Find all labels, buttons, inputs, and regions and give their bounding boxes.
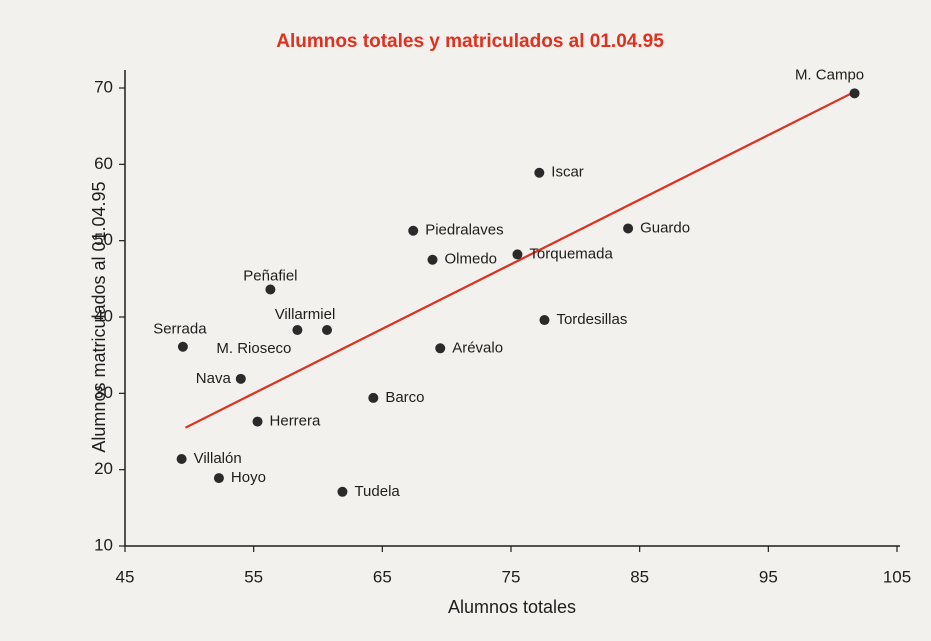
point-label: Hoyo xyxy=(231,469,266,486)
point xyxy=(623,223,634,234)
y-tick-label: 10 xyxy=(94,535,113,554)
point xyxy=(427,254,438,265)
x-axis-title: Alumnos totales xyxy=(448,597,576,617)
y-tick-label: 20 xyxy=(94,459,113,478)
x-tick-label: 75 xyxy=(502,567,521,586)
point-label: Piedralaves xyxy=(425,222,503,239)
point-label: Olmedo xyxy=(445,251,498,268)
x-tick-label: 85 xyxy=(630,567,649,586)
point xyxy=(292,324,303,335)
y-tick-label: 70 xyxy=(94,77,113,96)
x-tick-label: 55 xyxy=(244,567,263,586)
point xyxy=(176,453,187,464)
point-label: Peñafiel xyxy=(243,267,297,284)
point-label: Herrera xyxy=(270,413,322,430)
y-axis-title: Alumnos matriculados al 01.04.95 xyxy=(89,181,109,452)
point-label: Tudela xyxy=(354,483,400,500)
point-label: Nava xyxy=(196,370,232,387)
point-label: M. Rioseco xyxy=(216,340,291,357)
point-label: Villarmiel xyxy=(275,306,336,323)
point-label: Serrada xyxy=(153,321,207,338)
trend-line xyxy=(184,90,856,429)
point-label: Iscar xyxy=(551,164,584,181)
point xyxy=(408,225,419,236)
point-label: M. Campo xyxy=(795,66,864,83)
y-tick-label: 30 xyxy=(94,383,113,402)
x-tick-label: 105 xyxy=(883,567,911,586)
point-label: Tordesillas xyxy=(556,311,627,328)
point xyxy=(322,324,333,335)
y-tick-label: 50 xyxy=(94,230,113,249)
x-tick-label: 65 xyxy=(373,567,392,586)
point xyxy=(539,315,550,326)
point xyxy=(512,249,523,260)
point-label: Torquemada xyxy=(529,245,613,262)
point-label: Villalón xyxy=(194,450,242,467)
x-tick-label: 45 xyxy=(116,567,135,586)
point xyxy=(252,416,263,427)
point xyxy=(435,343,446,354)
y-tick-label: 60 xyxy=(94,154,113,173)
point-label: Guardo xyxy=(640,219,690,236)
point xyxy=(265,284,276,295)
point xyxy=(337,486,348,497)
chart-title: Alumnos totales y matriculados al 01.04.… xyxy=(276,31,664,52)
y-tick-label: 40 xyxy=(94,306,113,325)
point-label: Barco xyxy=(385,389,424,406)
point xyxy=(849,88,860,99)
x-tick-label: 95 xyxy=(759,567,778,586)
point xyxy=(368,392,379,403)
point xyxy=(534,167,545,178)
point xyxy=(177,341,188,352)
point-label: Arévalo xyxy=(452,339,503,356)
point xyxy=(213,473,224,484)
point xyxy=(235,373,246,384)
